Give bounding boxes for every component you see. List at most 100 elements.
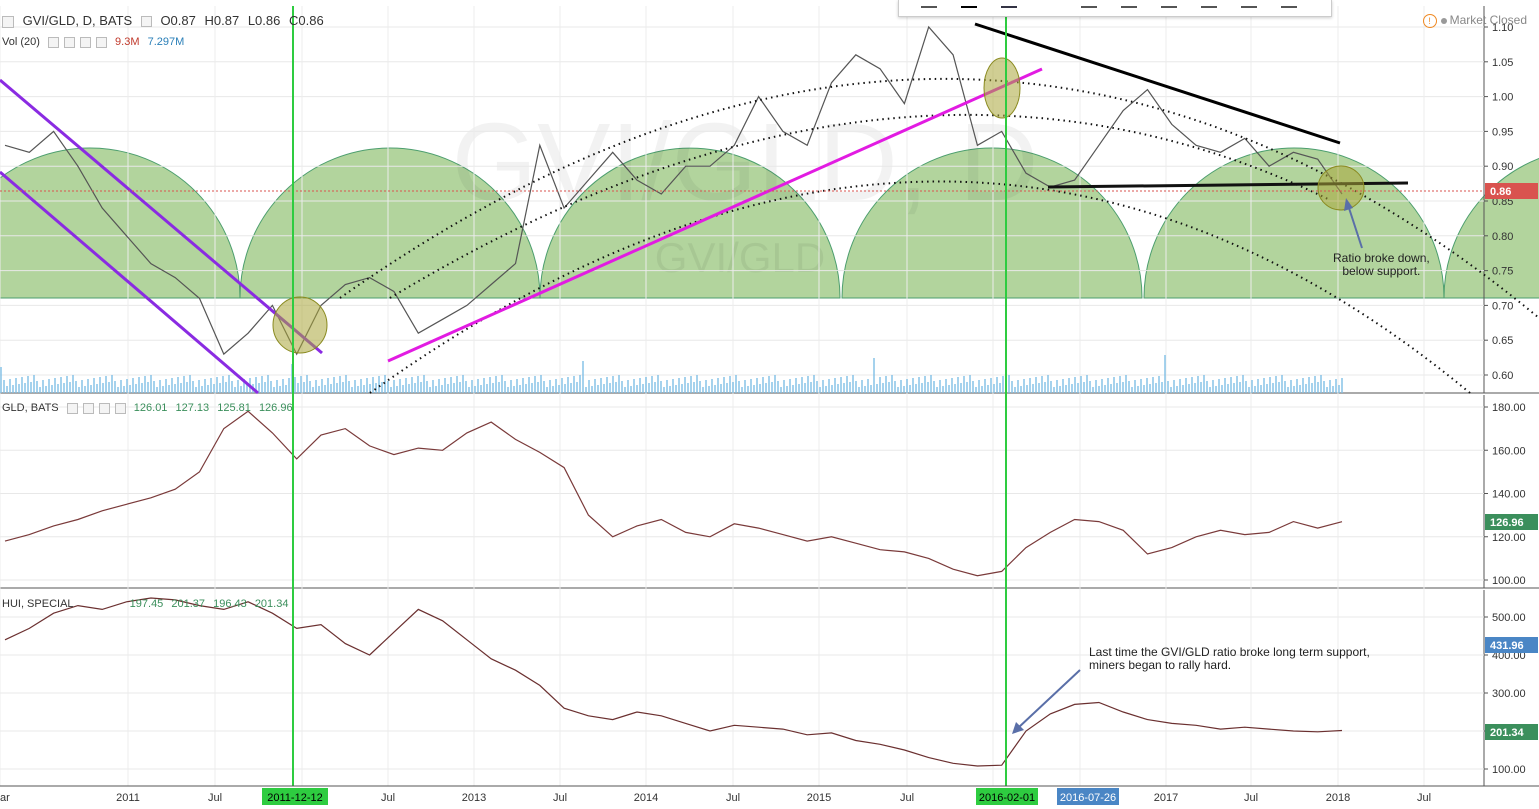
volume-bar bbox=[795, 378, 797, 393]
volume-bar bbox=[300, 376, 302, 393]
volume-bar bbox=[1203, 375, 1205, 393]
plus-icon[interactable] bbox=[79, 36, 91, 48]
volume-bar bbox=[870, 385, 872, 393]
volume-bar bbox=[1326, 387, 1328, 393]
volume-bar bbox=[1218, 379, 1220, 393]
tool-button[interactable] bbox=[1081, 0, 1097, 8]
volume-bar bbox=[759, 384, 761, 393]
volume-bar bbox=[1233, 383, 1235, 393]
volume-bar bbox=[648, 383, 650, 393]
date-highlight-bg bbox=[1057, 788, 1119, 805]
volume-bar bbox=[606, 377, 608, 393]
volume-bar bbox=[438, 379, 440, 393]
volume-bar bbox=[447, 384, 449, 393]
panel3-high: 201.37 bbox=[171, 598, 206, 610]
collapse-icon[interactable] bbox=[2, 15, 14, 28]
last-price-badge-bg bbox=[1485, 724, 1538, 740]
channel-lower-line bbox=[0, 170, 259, 395]
volume-bar bbox=[309, 381, 311, 393]
volume-bar bbox=[543, 381, 545, 393]
volume-bar bbox=[1152, 377, 1154, 393]
close-icon[interactable] bbox=[114, 402, 126, 414]
line-style-button[interactable] bbox=[1001, 0, 1017, 8]
gear-icon[interactable] bbox=[82, 402, 94, 414]
volume-bar bbox=[336, 383, 338, 393]
volume-label[interactable]: Vol (20) bbox=[2, 36, 40, 48]
panel1-high: H0.87 bbox=[204, 13, 240, 28]
volume-bar bbox=[846, 376, 848, 393]
volume-bar bbox=[756, 378, 758, 393]
volume-bar bbox=[741, 387, 743, 393]
plus-icon[interactable] bbox=[98, 402, 110, 414]
volume-bar bbox=[1302, 378, 1304, 393]
volume-bar bbox=[1050, 381, 1052, 393]
volume-bar bbox=[3, 380, 5, 393]
volume-bar bbox=[1071, 384, 1073, 393]
volume-bar bbox=[1122, 382, 1124, 393]
volume-bar bbox=[126, 379, 128, 393]
tool-button[interactable] bbox=[1161, 0, 1177, 8]
volume-bar bbox=[1113, 377, 1115, 393]
volume-bar bbox=[453, 383, 455, 393]
volume-bar bbox=[1059, 386, 1061, 393]
volume-bar bbox=[936, 387, 938, 393]
volume-bar bbox=[1170, 387, 1172, 393]
volume-bar bbox=[495, 376, 497, 393]
volume-bar bbox=[84, 386, 86, 393]
eye-icon[interactable] bbox=[47, 36, 59, 48]
line-color-button[interactable] bbox=[961, 0, 977, 8]
volume-bar bbox=[789, 379, 791, 393]
volume-bar bbox=[822, 380, 824, 393]
volume-bar bbox=[357, 386, 359, 393]
eye-icon[interactable] bbox=[66, 402, 78, 414]
volume-bar bbox=[501, 375, 503, 393]
volume-bar bbox=[1161, 382, 1163, 393]
volume-bar bbox=[1305, 384, 1307, 393]
volume-bar bbox=[69, 382, 71, 393]
volume-bar bbox=[621, 381, 623, 393]
settings-icon[interactable] bbox=[140, 16, 152, 28]
market-status[interactable]: ! Market Closed bbox=[1422, 13, 1527, 28]
volume-bar bbox=[1206, 381, 1208, 393]
x-tick-label: Jul bbox=[900, 792, 914, 804]
volume-value2: 7.297M bbox=[147, 36, 185, 48]
gear-icon[interactable] bbox=[63, 36, 75, 48]
volume-bar bbox=[897, 387, 899, 393]
volume-bar bbox=[207, 385, 209, 393]
volume-bar bbox=[906, 379, 908, 393]
volume-bar bbox=[591, 386, 593, 393]
volume-bar bbox=[783, 380, 785, 393]
volume-bar bbox=[765, 383, 767, 393]
panel3-symbol[interactable]: HUI, SPECIAL bbox=[2, 598, 74, 610]
volume-bar bbox=[462, 375, 464, 393]
close-icon[interactable] bbox=[95, 36, 107, 48]
volume-bar bbox=[96, 384, 98, 393]
tool-button[interactable] bbox=[1241, 0, 1257, 8]
tool-button[interactable] bbox=[921, 0, 937, 8]
y-tick-label: 0.80 bbox=[1492, 231, 1513, 243]
warning-icon: ! bbox=[1422, 13, 1437, 28]
tool-button[interactable] bbox=[1121, 0, 1137, 8]
volume-bar bbox=[753, 385, 755, 393]
volume-bar bbox=[426, 381, 428, 393]
last-price-badge-bg bbox=[1485, 514, 1538, 530]
volume-bar bbox=[456, 376, 458, 393]
panel2-symbol[interactable]: GLD, BATS bbox=[2, 402, 59, 414]
volume-bar bbox=[819, 387, 821, 393]
volume-bar bbox=[1317, 382, 1319, 393]
volume-bar bbox=[513, 386, 515, 393]
tool-button[interactable] bbox=[1201, 0, 1217, 8]
volume-bar bbox=[813, 375, 815, 393]
volume-bar bbox=[372, 377, 374, 393]
delete-button[interactable] bbox=[1281, 0, 1297, 8]
volume-bar bbox=[636, 385, 638, 393]
volume-bar bbox=[417, 376, 419, 393]
panel1-symbol[interactable]: GVI/GLD, D, BATS bbox=[22, 13, 133, 28]
volume-bar bbox=[1128, 381, 1130, 393]
volume-bar bbox=[225, 382, 227, 393]
volume-bar bbox=[1023, 379, 1025, 393]
volume-bar bbox=[1320, 375, 1322, 393]
volume-bar bbox=[1092, 387, 1094, 393]
volume-bar bbox=[702, 387, 704, 393]
